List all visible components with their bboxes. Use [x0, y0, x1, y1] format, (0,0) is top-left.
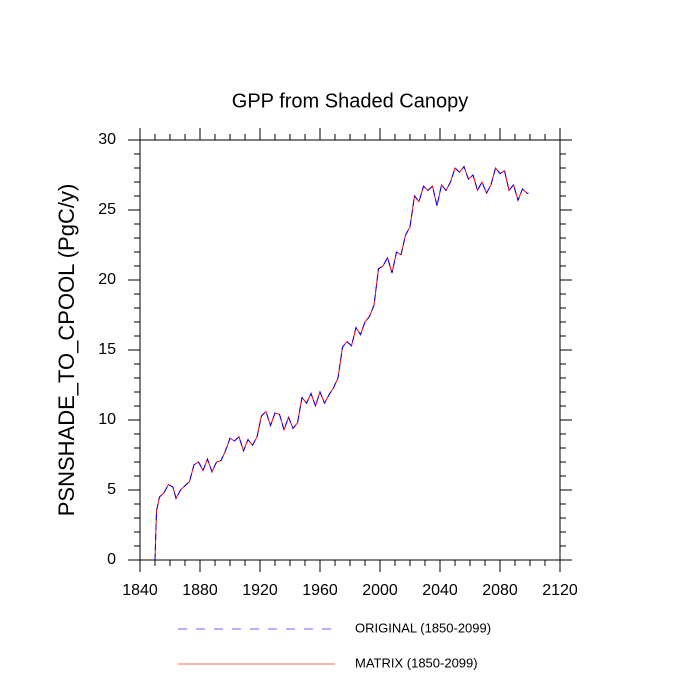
y-tick-label: 30 [98, 131, 116, 148]
x-tick-label: 1880 [182, 582, 218, 599]
y-tick-label: 15 [98, 341, 116, 358]
x-tick-label: 1920 [242, 582, 278, 599]
series-line [154, 165, 529, 561]
x-tick-label: 2080 [482, 582, 518, 599]
plot-frame [139, 139, 561, 561]
x-tick-label: 2120 [542, 582, 578, 599]
x-tick-label: 2040 [422, 582, 458, 599]
x-tick-label: 1840 [122, 582, 158, 599]
y-axis-label: PSNSHADE_TO_CPOOL (PgC/y) [54, 184, 79, 517]
legend-label: ORIGINAL (1850-2099) [355, 620, 491, 635]
x-tick-label: 2000 [362, 582, 398, 599]
x-tick-label: 1960 [302, 582, 338, 599]
y-tick-label: 25 [98, 201, 116, 218]
y-tick-label: 10 [98, 411, 116, 428]
chart-title: GPP from Shaded Canopy [232, 90, 468, 112]
y-tick-label: 0 [107, 551, 116, 568]
y-tick-label: 20 [98, 271, 116, 288]
series-line [154, 165, 529, 561]
legend-label: MATRIX (1850-2099) [355, 655, 478, 670]
y-tick-label: 5 [107, 481, 116, 498]
